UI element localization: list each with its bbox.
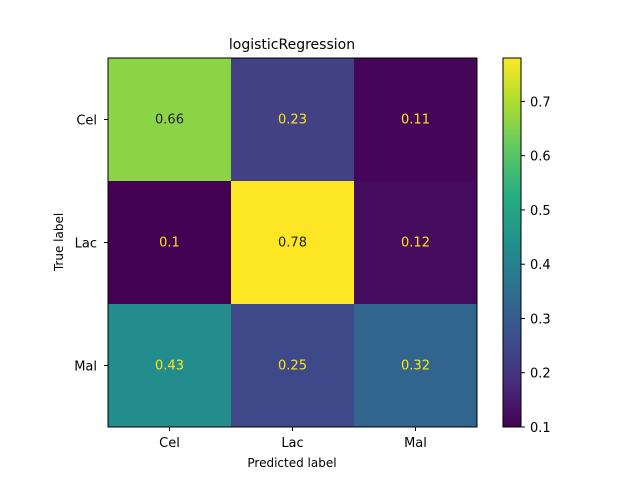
colorbar-tick-label: 0.2	[530, 367, 551, 382]
cell-value-label: 0.78	[278, 236, 307, 251]
cell-value-label: 0.1	[159, 236, 180, 251]
heatmap-cell	[354, 304, 477, 427]
y-tick-label: Cel	[76, 114, 97, 129]
chart-title: logisticRegression	[229, 37, 355, 53]
y-axis-label: True label	[52, 213, 66, 272]
colorbar-tick-label: 0.4	[530, 258, 551, 273]
x-tick-label: Cel	[159, 436, 180, 451]
colorbar	[502, 57, 522, 428]
cell-value-label: 0.12	[401, 236, 430, 251]
colorbar-tick-label: 0.5	[530, 204, 551, 219]
heatmap-cell	[354, 181, 477, 304]
y-axis-ticks: Cel Lac Mal	[74, 114, 108, 375]
heatmap-cell	[231, 58, 354, 181]
colorbar-tick-label: 0.1	[530, 421, 551, 436]
cell-value-label: 0.25	[278, 359, 307, 374]
x-axis-label: Predicted label	[247, 456, 336, 470]
cell-value-label: 0.32	[401, 359, 430, 374]
cell-value-label: 0.23	[278, 113, 307, 128]
y-tick-label: Mal	[74, 360, 97, 375]
cell-value-label: 0.66	[155, 113, 184, 128]
heatmap-cells: 0.66 0.23 0.11 0.1 0.78 0.12 0.43 0.25 0.32	[108, 58, 477, 427]
x-tick-label: Mal	[404, 436, 427, 451]
colorbar-tick-label: 0.7	[530, 95, 551, 110]
colorbar-tick-label: 0.3	[530, 312, 551, 327]
heatmap-cell	[108, 181, 231, 304]
heatmap-cell	[108, 58, 231, 181]
colorbar-tick-label: 0.6	[530, 150, 551, 165]
y-tick-label: Lac	[75, 237, 97, 252]
x-axis-ticks: Cel Lac Mal	[159, 427, 427, 451]
heatmap-cell	[231, 181, 354, 304]
heatmap-cell	[354, 58, 477, 181]
cell-value-label: 0.43	[155, 359, 184, 374]
colorbar-ticks: 0.1 0.2 0.3 0.4 0.5 0.6 0.7	[521, 95, 551, 436]
x-tick-label: Lac	[281, 436, 303, 451]
cell-value-label: 0.11	[401, 113, 430, 128]
heatmap-cell	[108, 304, 231, 427]
heatmap-cell	[231, 304, 354, 427]
